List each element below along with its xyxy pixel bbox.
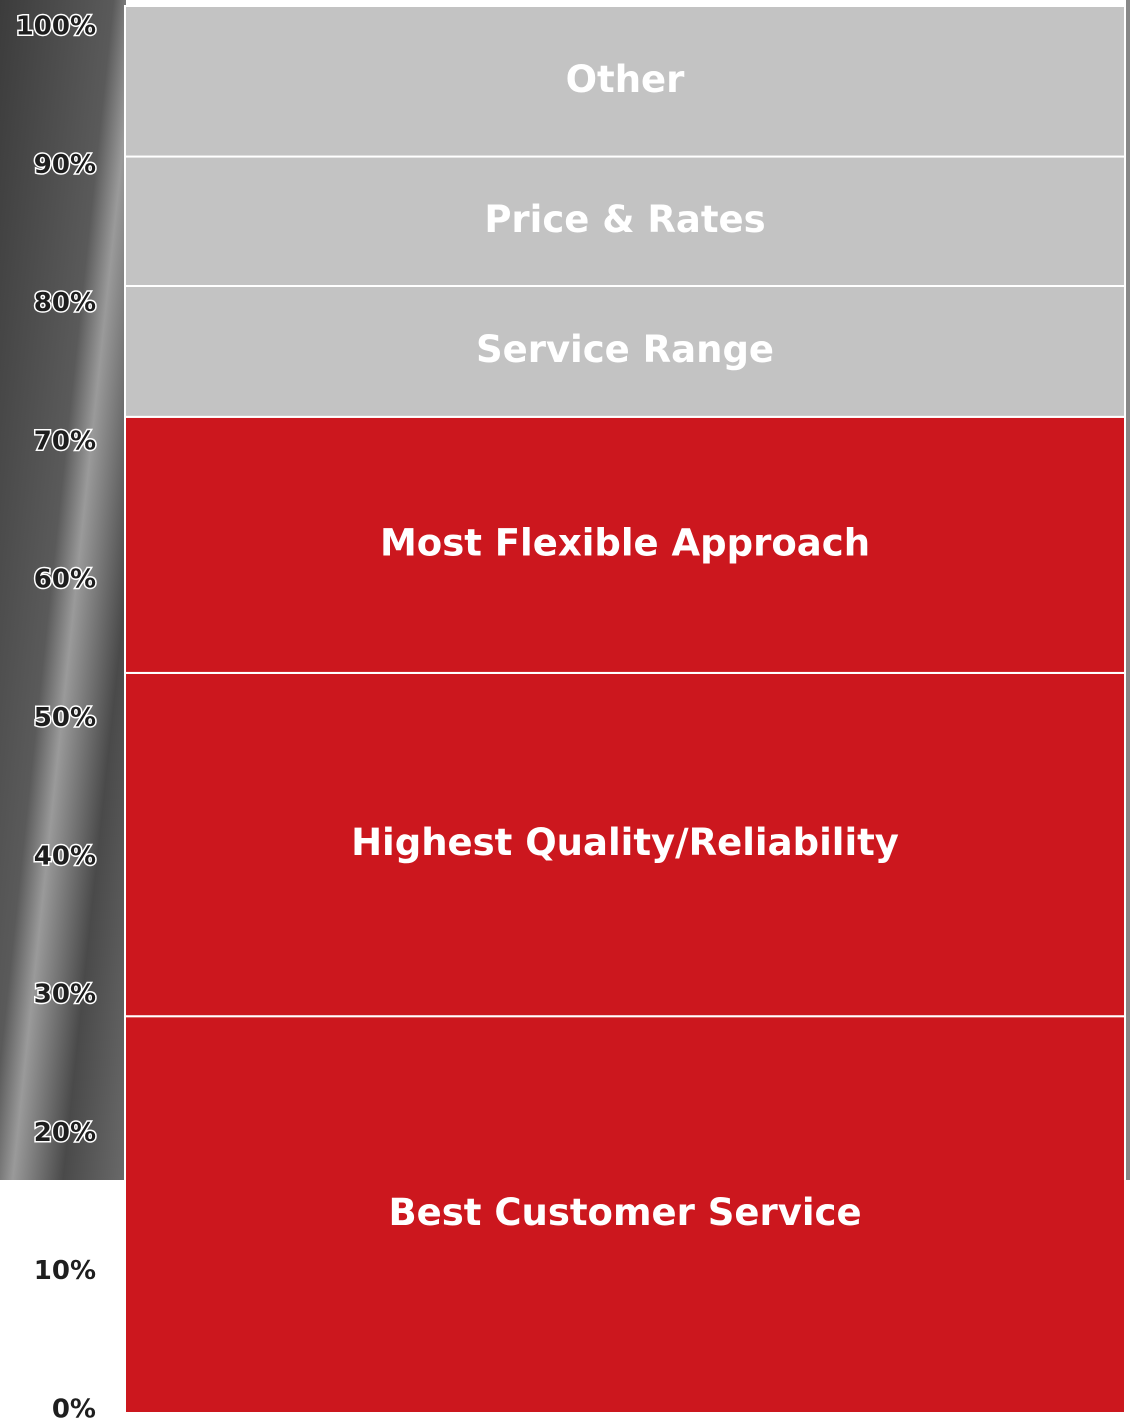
segment-label: Other xyxy=(566,58,686,101)
y-tick-label: 60% xyxy=(34,565,96,595)
segment-label: Most Flexible Approach xyxy=(380,521,870,564)
segment-label: Service Range xyxy=(476,328,774,371)
y-tick-label: 80% xyxy=(34,288,96,318)
y-tick-label: 50% xyxy=(34,703,96,733)
y-tick-label: 100% xyxy=(16,12,96,42)
y-tick-label: 10% xyxy=(34,1256,96,1286)
y-tick-label: 70% xyxy=(34,426,96,456)
y-tick-label: 20% xyxy=(34,1118,96,1148)
background-strip xyxy=(1126,0,1130,1180)
y-tick-label: 30% xyxy=(34,980,96,1010)
y-tick-label: 90% xyxy=(34,150,96,180)
chart: 0% 10% 20% 30% 40% 50% 60% 70% 80% 90% 100% Best Cu… xyxy=(0,0,1130,1419)
y-tick-label: 40% xyxy=(34,841,96,871)
segment-label: Highest Quality/Reliability xyxy=(351,821,899,864)
segment-label: Best Customer Service xyxy=(388,1191,861,1234)
segment-label: Price & Rates xyxy=(484,198,765,241)
y-tick-label: 0% xyxy=(52,1395,96,1419)
